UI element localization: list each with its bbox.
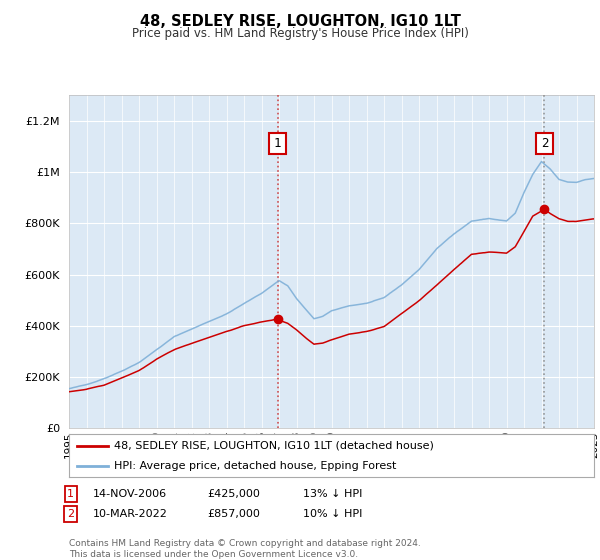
Text: 2: 2 [541,137,548,150]
Text: Contains HM Land Registry data © Crown copyright and database right 2024.
This d: Contains HM Land Registry data © Crown c… [69,539,421,559]
Text: 1: 1 [67,489,74,499]
Text: HPI: Average price, detached house, Epping Forest: HPI: Average price, detached house, Eppi… [113,461,396,472]
Text: 1: 1 [274,137,281,150]
Text: 10% ↓ HPI: 10% ↓ HPI [303,509,362,519]
Text: 48, SEDLEY RISE, LOUGHTON, IG10 1LT (detached house): 48, SEDLEY RISE, LOUGHTON, IG10 1LT (det… [113,441,433,451]
Text: 13% ↓ HPI: 13% ↓ HPI [303,489,362,499]
Text: 10-MAR-2022: 10-MAR-2022 [93,509,168,519]
Text: 14-NOV-2006: 14-NOV-2006 [93,489,167,499]
Text: Price paid vs. HM Land Registry's House Price Index (HPI): Price paid vs. HM Land Registry's House … [131,27,469,40]
Text: 2: 2 [67,509,74,519]
Text: £425,000: £425,000 [207,489,260,499]
Text: 48, SEDLEY RISE, LOUGHTON, IG10 1LT: 48, SEDLEY RISE, LOUGHTON, IG10 1LT [140,14,460,29]
Text: £857,000: £857,000 [207,509,260,519]
